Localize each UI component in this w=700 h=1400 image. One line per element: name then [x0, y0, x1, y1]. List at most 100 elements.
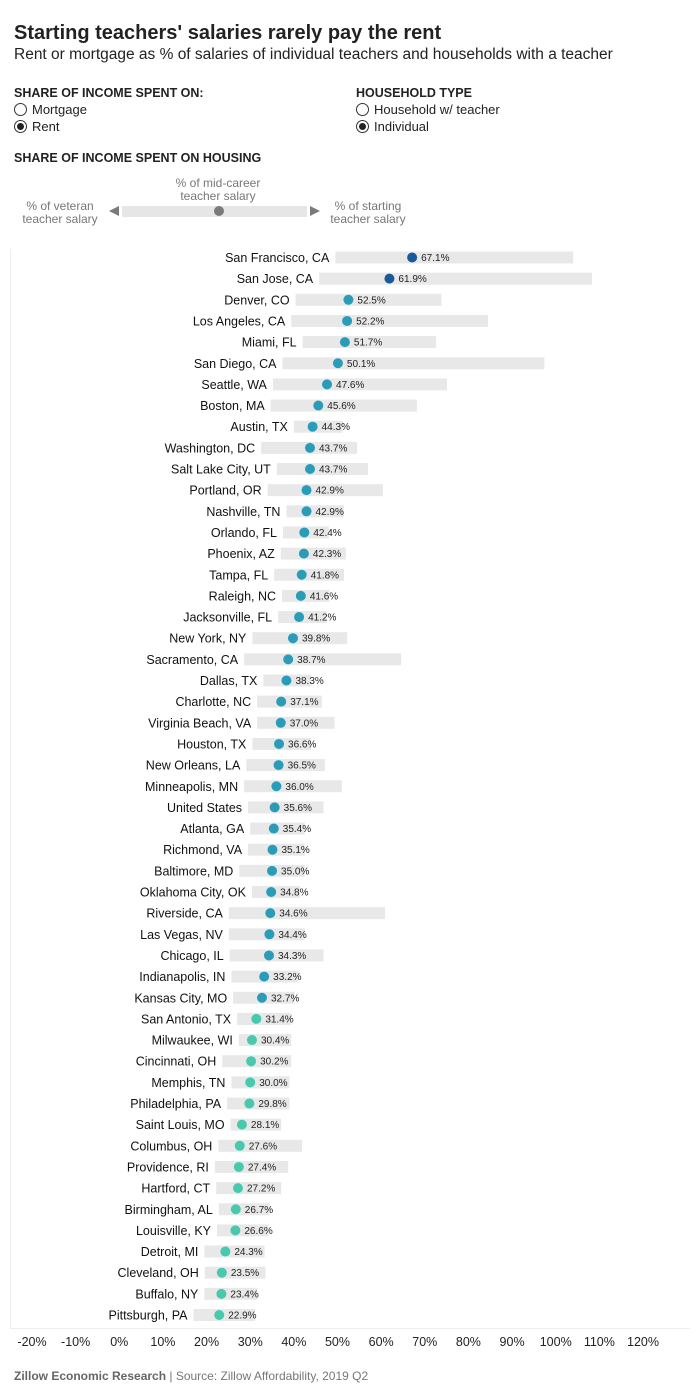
city-label: Providence, RI: [127, 1160, 209, 1174]
chart-row: Jacksonville, FL 41.2%: [183, 611, 336, 625]
chart-row: San Francisco, CA 67.1%: [225, 251, 574, 265]
mid-career-dot: [274, 738, 285, 749]
mid-career-dot: [263, 950, 274, 961]
mid-career-dot: [264, 929, 275, 940]
city-label: Chicago, IL: [160, 949, 223, 963]
city-label: San Antonio, TX: [141, 1012, 232, 1026]
value-label: 32.7%: [271, 993, 299, 1004]
city-label: New York, NY: [169, 632, 247, 646]
value-label: 29.8%: [258, 1099, 286, 1110]
city-label: Philadelphia, PA: [130, 1097, 221, 1111]
mid-career-dot: [299, 527, 310, 538]
range-bar: [274, 568, 345, 581]
city-label: Louisville, KY: [136, 1224, 212, 1238]
chart-row: Pittsburgh, PA 22.9%: [108, 1309, 256, 1323]
value-label: 41.6%: [310, 591, 338, 602]
range-bar: [282, 357, 545, 370]
city-label: Dallas, TX: [200, 674, 258, 688]
value-label: 22.9%: [228, 1311, 256, 1322]
city-label: Boston, MA: [200, 399, 265, 413]
value-label: 43.7%: [319, 443, 347, 454]
mid-career-dot: [339, 337, 350, 348]
value-label: 50.1%: [347, 359, 375, 370]
value-label: 41.8%: [311, 570, 339, 581]
city-label: Seattle, WA: [201, 378, 267, 392]
range-bar: [214, 1160, 289, 1173]
x-tick-label: 70%: [412, 1335, 437, 1349]
city-label: Las Vegas, NV: [140, 928, 223, 942]
x-tick-label: 10%: [150, 1335, 175, 1349]
chart-row: Birmingham, AL 26.7%: [125, 1203, 274, 1217]
city-label: Charlotte, NC: [175, 695, 251, 709]
range-bar: [248, 801, 324, 814]
left-arrow-icon: [109, 206, 119, 216]
mid-career-dot: [283, 654, 294, 665]
value-label: 36.5%: [288, 761, 316, 772]
city-label: Birmingham, AL: [125, 1203, 213, 1217]
mid-career-dot: [298, 548, 309, 559]
chart-row: Riverside, CA 34.6%: [146, 907, 386, 921]
chart-row: Sacramento, CA 38.7%: [146, 653, 402, 667]
chart-row: Virginia Beach, VA 37.0%: [148, 716, 335, 730]
radio-rent[interactable]: Rent: [14, 119, 59, 134]
city-label: Memphis, TN: [151, 1076, 225, 1090]
range-bar: [193, 1309, 256, 1321]
radio-label: Individual: [374, 119, 429, 134]
range-bar: [293, 420, 343, 433]
range-bar: [229, 949, 324, 962]
value-label: 27.2%: [247, 1184, 275, 1195]
range-bar: [280, 547, 346, 560]
legend-range-graphic: [109, 206, 320, 217]
mid-career-dot: [295, 590, 306, 601]
value-label: 45.6%: [327, 401, 355, 412]
city-label: San Francisco, CA: [225, 251, 330, 265]
value-label: 23.5%: [231, 1268, 259, 1279]
radio-label: Rent: [32, 119, 60, 134]
chart-row: Miami, FL 51.7%: [242, 336, 437, 350]
city-label: Cincinnati, OH: [136, 1055, 217, 1069]
city-label: Saint Louis, MO: [136, 1118, 225, 1132]
x-tick-label: 60%: [369, 1335, 394, 1349]
range-bar: [257, 716, 335, 729]
x-tick-label: -10%: [61, 1335, 90, 1349]
range-bar: [276, 463, 369, 475]
range-bar: [216, 1182, 282, 1195]
value-label: 34.8%: [280, 888, 308, 899]
chart-plot: San Francisco, CA 67.1% San Jose, CA 61.9% D…: [10, 249, 690, 1349]
chart-subtitle: Rent or mortgage as % of salaries of ind…: [14, 46, 613, 63]
range-bar: [257, 695, 322, 708]
chart-row: Indianapolis, IN 33.2%: [139, 970, 301, 984]
city-label: San Diego, CA: [194, 357, 277, 371]
range-bar: [222, 1055, 292, 1068]
chart-row: San Antonio, TX 31.4%: [141, 1012, 294, 1026]
right-arrow-icon: [310, 206, 320, 216]
chart-row: Baltimore, MD 35.0%: [154, 864, 309, 878]
value-label: 35.1%: [281, 845, 309, 856]
chart-row: Orlando, FL 42.4%: [211, 526, 342, 540]
radio-individual[interactable]: Individual: [356, 119, 429, 134]
city-label: Columbus, OH: [130, 1139, 212, 1153]
mid-career-dot: [230, 1204, 241, 1215]
legend-mid-label: % of mid-career teacher salary: [175, 176, 261, 203]
radio-household-with-teacher[interactable]: Household w/ teacher: [356, 102, 500, 117]
value-label: 37.1%: [290, 697, 318, 708]
range-bar: [291, 314, 489, 327]
city-label: Sacramento, CA: [146, 653, 238, 667]
mid-career-dot: [265, 908, 276, 919]
city-label: Nashville, TN: [206, 505, 280, 519]
mid-career-dot: [256, 992, 267, 1003]
chart-row: Charlotte, NC 37.1%: [175, 695, 322, 709]
mid-career-dot: [214, 1310, 225, 1320]
mid-career-dot: [296, 569, 307, 580]
mid-career-dot: [342, 315, 353, 326]
radio-mortgage[interactable]: Mortgage: [14, 102, 87, 117]
mid-career-dot: [216, 1267, 227, 1278]
range-bar: [231, 1076, 290, 1089]
chart-row: Columbus, OH 27.6%: [130, 1139, 303, 1153]
mid-career-dot: [230, 1225, 241, 1236]
mid-career-dot: [236, 1119, 247, 1130]
value-label: 35.0%: [281, 866, 309, 877]
mid-career-dot: [267, 865, 278, 876]
chart-row: United States 35.6%: [167, 801, 324, 815]
chart-row: Buffalo, NY 23.4%: [135, 1287, 258, 1301]
